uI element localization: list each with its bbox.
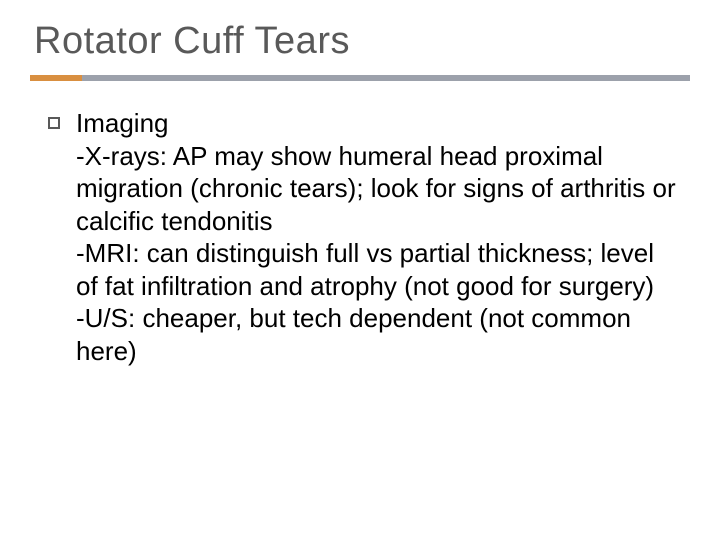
bullet-line-2: -U/S: cheaper, but tech dependent (not c… [76, 303, 631, 366]
body-content: Imaging -X-rays: AP may show humeral hea… [30, 107, 690, 367]
bullet-item: Imaging -X-rays: AP may show humeral hea… [48, 107, 680, 367]
bullet-text: Imaging -X-rays: AP may show humeral hea… [76, 107, 680, 367]
bullet-line-0: -X-rays: AP may show humeral head proxim… [76, 141, 676, 236]
bullet-line-1: -MRI: can distinguish full vs partial th… [76, 238, 654, 301]
divider-accent [30, 75, 82, 81]
square-bullet-icon [48, 117, 60, 129]
divider-line [30, 75, 690, 81]
slide-container: Rotator Cuff Tears Imaging -X-rays: AP m… [0, 0, 720, 540]
slide-title: Rotator Cuff Tears [30, 20, 690, 63]
divider-rest [82, 75, 690, 81]
bullet-heading: Imaging [76, 108, 169, 138]
